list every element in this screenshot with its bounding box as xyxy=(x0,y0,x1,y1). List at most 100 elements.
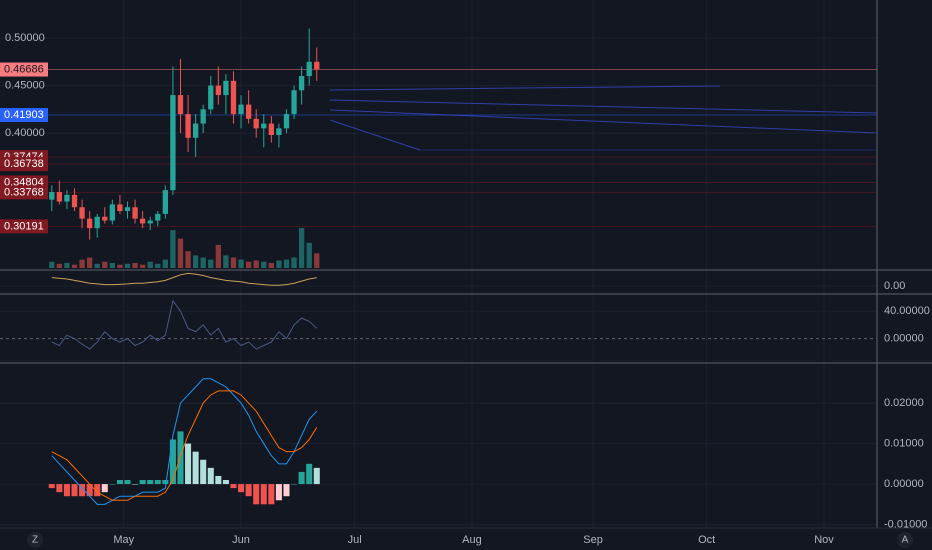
candle-body xyxy=(230,80,237,115)
volume-bar xyxy=(215,244,221,268)
y-tick-label: 0.40000 xyxy=(5,127,45,139)
scale-button[interactable] xyxy=(27,532,43,548)
candle-body xyxy=(245,104,252,119)
y-tick-label: -0.01000 xyxy=(884,518,927,530)
price-label-bg xyxy=(0,185,48,200)
grid xyxy=(0,0,877,528)
histogram-bar xyxy=(260,484,267,505)
candle-body xyxy=(147,220,153,224)
histogram-bar xyxy=(147,480,154,485)
candle-body xyxy=(155,213,161,221)
histogram-bar xyxy=(139,480,146,485)
trend-line xyxy=(329,109,878,134)
histogram-bar xyxy=(245,484,252,497)
series-line xyxy=(51,390,318,501)
volume-bar xyxy=(139,264,146,268)
candle-body xyxy=(49,192,55,200)
histogram-bar xyxy=(313,467,320,485)
candle-body xyxy=(223,80,229,96)
histogram-bar xyxy=(275,484,282,501)
x-tick-label: Jun xyxy=(232,534,250,546)
candle-body xyxy=(253,118,259,129)
volume-bar xyxy=(56,263,63,268)
volume-bar xyxy=(268,262,274,268)
candle-body xyxy=(200,109,206,124)
volume-bar xyxy=(283,259,290,268)
candle-body xyxy=(192,123,199,138)
histogram-bar xyxy=(63,484,70,497)
auto-button-label[interactable]: A xyxy=(902,535,909,546)
candle-body xyxy=(276,128,282,135)
candle-body xyxy=(124,207,131,212)
volume-bar xyxy=(185,251,191,268)
candle-body xyxy=(298,76,305,91)
candle-body xyxy=(261,123,267,129)
candle-body xyxy=(94,216,100,229)
histogram-bar xyxy=(94,484,101,497)
volume-bar xyxy=(291,257,297,268)
histogram-bar xyxy=(253,484,260,505)
histogram-bar xyxy=(222,480,229,485)
y-tick-label: 0.01000 xyxy=(884,437,924,449)
price-label: 0.30191 xyxy=(4,220,44,232)
auto-button[interactable] xyxy=(897,532,913,548)
volume-bar xyxy=(155,263,161,268)
histogram-bar xyxy=(306,463,313,485)
volume-bar xyxy=(253,260,259,268)
candle-body xyxy=(185,114,191,138)
candle-body xyxy=(117,204,123,212)
candle-body xyxy=(177,95,184,115)
candle-body xyxy=(238,104,244,115)
histogram-bar xyxy=(162,480,169,485)
volume-bar xyxy=(192,255,199,268)
histogram-bar xyxy=(101,484,108,493)
y-tick-label: 40.00000 xyxy=(884,305,930,317)
volume-bar xyxy=(117,264,123,268)
scale-button-label[interactable]: Z xyxy=(32,535,38,546)
volume-bar xyxy=(86,257,93,268)
candle-body xyxy=(79,207,85,219)
candle-body xyxy=(71,194,78,208)
candle-body xyxy=(208,85,214,110)
histogram-bar xyxy=(86,484,93,497)
histogram-bar xyxy=(132,484,139,485)
histogram-bar xyxy=(230,484,237,489)
histogram-bar xyxy=(283,484,290,497)
trend-line xyxy=(329,99,878,114)
volume-bar xyxy=(79,259,85,268)
candle-body xyxy=(314,61,320,70)
histogram-bar xyxy=(268,484,275,505)
histogram-bar xyxy=(192,451,199,485)
histogram-bar xyxy=(177,431,184,485)
y-tick-label: 0.02000 xyxy=(884,397,924,409)
y-tick-label: 0.00 xyxy=(884,280,905,292)
volume-bar xyxy=(124,263,131,268)
histogram-bar xyxy=(215,475,222,485)
candle-body xyxy=(268,123,274,135)
candle-body xyxy=(170,95,176,191)
histogram-bar xyxy=(238,484,245,493)
y-tick-label: 0.00000 xyxy=(884,333,924,345)
volume-bar xyxy=(102,261,108,268)
histogram-bar xyxy=(48,484,55,489)
histogram-bar xyxy=(185,443,192,485)
series-line xyxy=(51,299,318,350)
price-label-bg xyxy=(0,108,48,123)
series-line xyxy=(51,272,317,286)
volume-bar xyxy=(94,263,100,268)
volume-bar xyxy=(276,260,282,268)
histogram-bar xyxy=(298,471,305,485)
volume-bar xyxy=(109,262,116,268)
volume-bar xyxy=(298,228,305,268)
series-line xyxy=(51,378,318,505)
y-tick-label: 0.45000 xyxy=(5,79,45,91)
candle-body xyxy=(102,216,108,221)
volume-bar xyxy=(162,259,168,268)
volume-bar xyxy=(71,264,78,268)
candle-body xyxy=(109,204,116,221)
histogram-bar xyxy=(169,439,176,485)
volume-bar xyxy=(245,261,252,268)
